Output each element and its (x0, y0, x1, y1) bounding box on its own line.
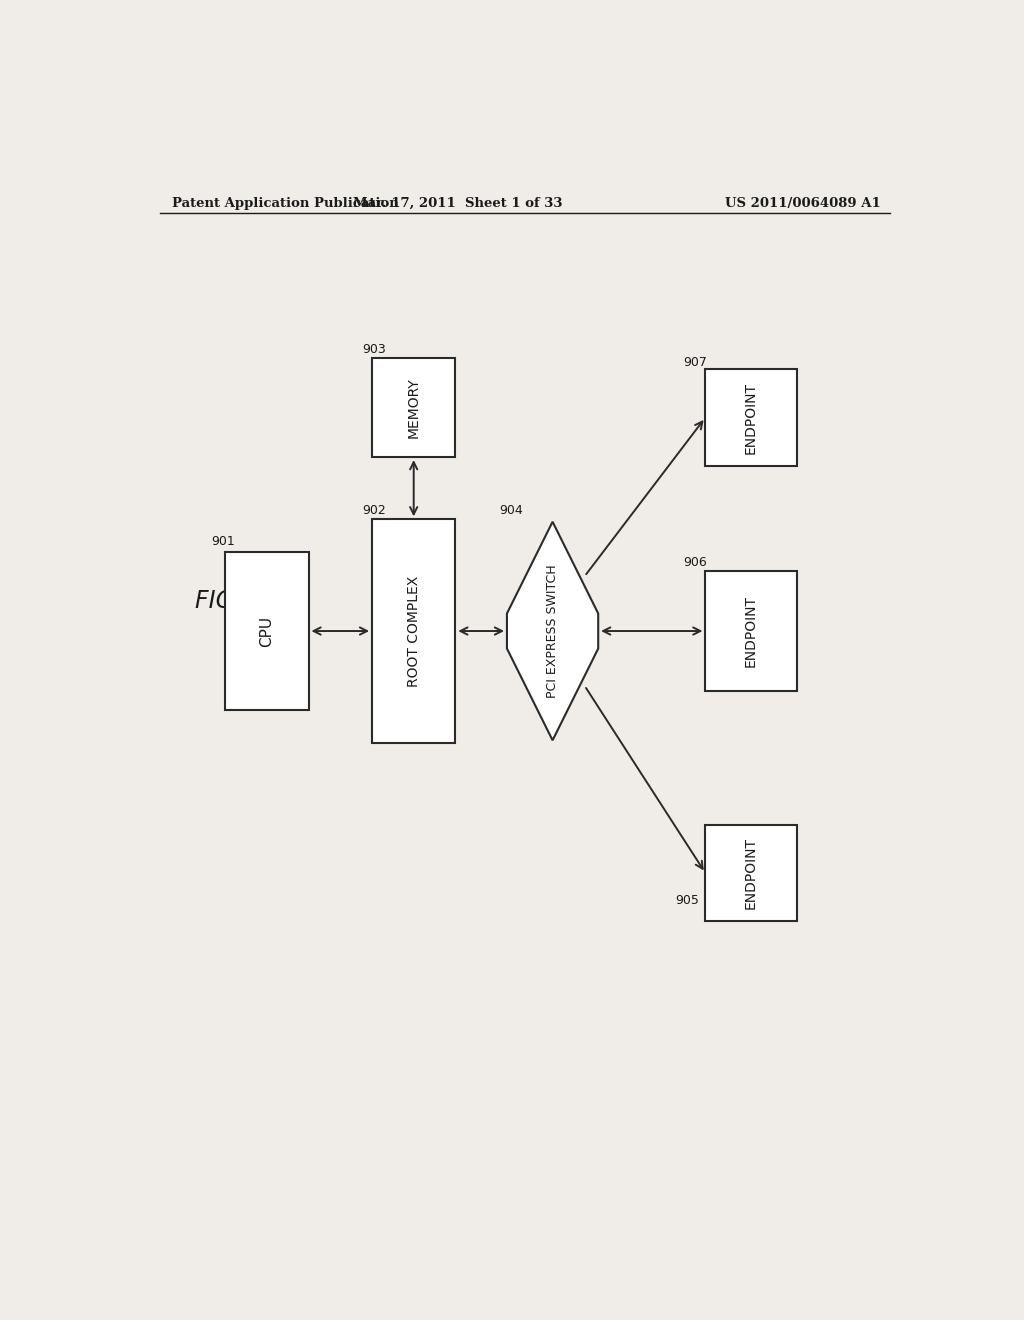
Text: Mar. 17, 2011  Sheet 1 of 33: Mar. 17, 2011 Sheet 1 of 33 (352, 197, 562, 210)
Bar (706, 370, 797, 466)
Bar (225, 552, 308, 710)
Bar (706, 572, 797, 690)
Text: FIG. 1: FIG. 1 (196, 589, 264, 612)
Text: ROOT COMPLEX: ROOT COMPLEX (407, 576, 421, 686)
Text: PCI EXPRESS SWITCH: PCI EXPRESS SWITCH (546, 564, 559, 698)
Text: 907: 907 (684, 356, 708, 368)
Polygon shape (507, 521, 598, 741)
Text: ENDPOINT: ENDPOINT (744, 595, 758, 667)
Text: 903: 903 (362, 343, 386, 355)
Text: Patent Application Publication: Patent Application Publication (172, 197, 398, 210)
Text: ENDPOINT: ENDPOINT (744, 837, 758, 909)
Text: MEMORY: MEMORY (407, 378, 421, 438)
Text: CPU: CPU (259, 615, 274, 647)
Bar (372, 519, 456, 743)
Bar (706, 825, 797, 921)
Text: 902: 902 (362, 504, 386, 517)
Text: 905: 905 (676, 895, 699, 907)
Text: 901: 901 (211, 535, 236, 548)
Text: 904: 904 (500, 504, 523, 517)
Bar (372, 358, 456, 457)
Text: 906: 906 (684, 556, 708, 569)
Text: ENDPOINT: ENDPOINT (744, 381, 758, 454)
Text: US 2011/0064089 A1: US 2011/0064089 A1 (725, 197, 881, 210)
